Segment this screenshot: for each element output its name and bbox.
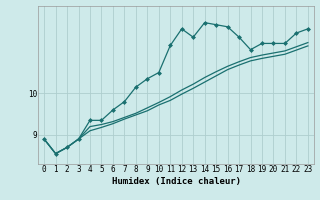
X-axis label: Humidex (Indice chaleur): Humidex (Indice chaleur) (111, 177, 241, 186)
